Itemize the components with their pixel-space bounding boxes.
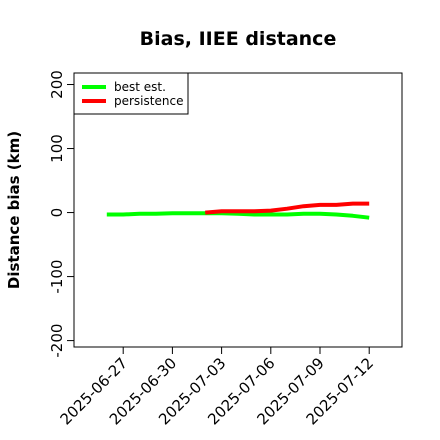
y-axis: -200 -100 0 100 200 — [48, 70, 74, 358]
y-tick-label: -100 — [48, 260, 66, 294]
y-tick-label: 200 — [48, 70, 66, 99]
legend: best est.persistence — [73, 72, 189, 115]
series-layer — [106, 201, 370, 220]
series-line-best-est — [106, 211, 370, 220]
series-line-persistence — [205, 201, 370, 215]
legend-label: best est. — [114, 80, 166, 94]
y-tick-label: -200 — [48, 324, 66, 358]
chart-title: Bias, IIEE distance — [140, 28, 337, 50]
y-tick-label: 100 — [48, 134, 66, 163]
plot-area — [73, 72, 403, 348]
y-axis-label: Distance bias (km) — [5, 131, 23, 289]
y-tick-label: 0 — [48, 208, 66, 218]
x-axis: 2025-06-272025-06-302025-07-032025-07-06… — [57, 347, 377, 428]
legend-label: persistence — [114, 94, 183, 108]
legend-box — [73, 72, 189, 115]
